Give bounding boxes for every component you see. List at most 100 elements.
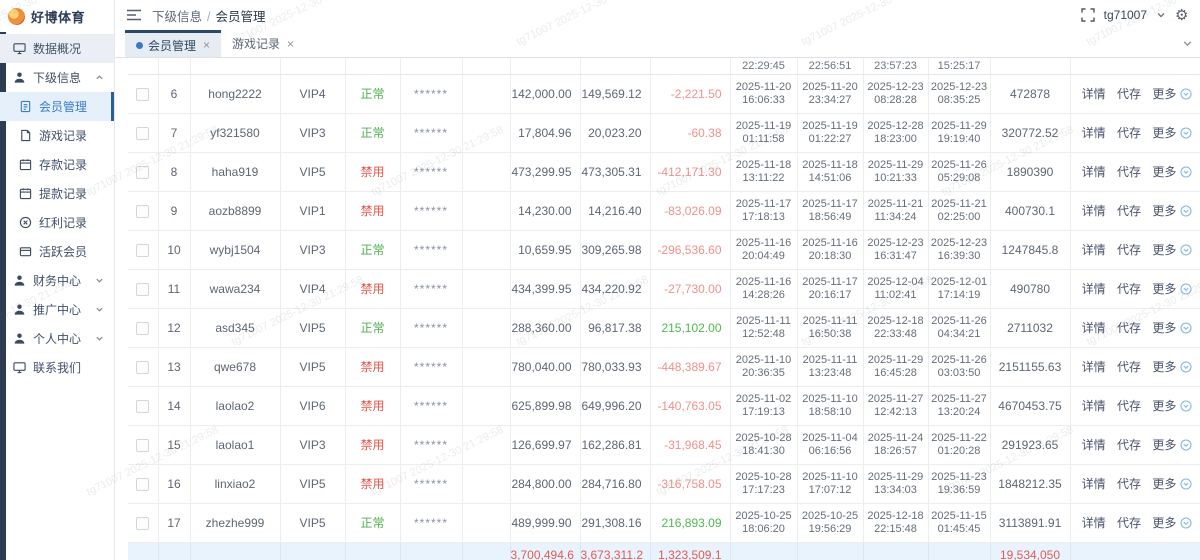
circle-x-icon <box>19 216 32 229</box>
more-circle-chevron-icon[interactable] <box>1180 517 1192 529</box>
more-circle-chevron-icon[interactable] <box>1180 166 1192 178</box>
action-proxy-deposit-link[interactable]: 代存 <box>1116 477 1141 491</box>
sidebar-item-label: 提款记录 <box>39 187 88 201</box>
row-vip-level: VIP5 <box>280 308 346 348</box>
breadcrumb-parent[interactable]: 下级信息 <box>152 9 203 24</box>
row-checkbox[interactable] <box>136 438 150 452</box>
row-bet-amount: 149,569.12 <box>580 74 651 114</box>
row-index: 12 <box>158 308 191 348</box>
row-profit-amount: -140,763.05 <box>650 386 731 426</box>
row-checkbox[interactable] <box>136 360 150 374</box>
more-circle-chevron-icon[interactable] <box>1180 361 1192 373</box>
row-checkbox[interactable] <box>136 282 150 296</box>
collapse-sidebar-icon[interactable] <box>127 9 142 21</box>
action-more-link[interactable]: 更多 <box>1152 438 1177 452</box>
action-proxy-deposit-link[interactable]: 代存 <box>1116 360 1141 374</box>
more-circle-chevron-icon[interactable] <box>1180 439 1192 451</box>
sidebar-item-game-records[interactable]: 游戏记录 <box>0 121 114 150</box>
action-detail-link[interactable]: 详情 <box>1081 360 1106 374</box>
row-code: 400730.1 <box>990 191 1071 231</box>
action-more-link[interactable]: 更多 <box>1152 399 1177 413</box>
sidebar-item-member-management[interactable]: 会员管理 <box>0 92 114 121</box>
action-detail-link[interactable]: 详情 <box>1081 282 1106 296</box>
tab-close-icon[interactable]: × <box>203 38 211 52</box>
action-proxy-deposit-link[interactable]: 代存 <box>1116 165 1141 179</box>
sidebar-item-subordinate-info[interactable]: 下级信息 <box>0 63 114 92</box>
row-checkbox[interactable] <box>136 204 150 218</box>
row-checkbox[interactable] <box>136 321 150 335</box>
action-more-link[interactable]: 更多 <box>1152 477 1177 491</box>
more-circle-chevron-icon[interactable] <box>1180 322 1192 334</box>
action-proxy-deposit-link[interactable]: 代存 <box>1116 438 1141 452</box>
sidebar-item-finance-center[interactable]: 财务中心 <box>0 266 114 295</box>
action-proxy-deposit-link[interactable]: 代存 <box>1116 516 1141 530</box>
action-more-link[interactable]: 更多 <box>1152 243 1177 257</box>
sidebar-item-promotion-center[interactable]: 推广中心 <box>0 295 114 324</box>
action-more-link[interactable]: 更多 <box>1152 87 1177 101</box>
sidebar-item-withdrawal-records[interactable]: 提款记录 <box>0 179 114 208</box>
action-detail-link[interactable]: 详情 <box>1081 321 1106 335</box>
action-detail-link[interactable]: 详情 <box>1081 438 1106 452</box>
user-chevron-down-icon[interactable] <box>1156 10 1166 20</box>
sidebar-item-deposit-records[interactable]: 存款记录 <box>0 150 114 179</box>
action-detail-link[interactable]: 详情 <box>1081 477 1106 491</box>
action-more-link[interactable]: 更多 <box>1152 516 1177 530</box>
summary-code: 19,534,050 <box>990 542 1071 560</box>
action-proxy-deposit-link[interactable]: 代存 <box>1116 87 1141 101</box>
more-circle-chevron-icon[interactable] <box>1180 127 1192 139</box>
gear-icon[interactable]: ⚙ <box>1175 6 1189 24</box>
action-proxy-deposit-link[interactable]: 代存 <box>1116 243 1141 257</box>
action-detail-link[interactable]: 详情 <box>1081 204 1106 218</box>
fullscreen-icon[interactable] <box>1080 8 1095 22</box>
row-date-1: 2025-10-25 18:06:20 <box>730 503 798 543</box>
action-detail-link[interactable]: 详情 <box>1081 516 1106 530</box>
chevron-down-icon <box>96 278 103 283</box>
sidebar-item-bonus-records[interactable]: 红利记录 <box>0 208 114 237</box>
user-icon <box>14 304 25 315</box>
action-detail-link[interactable]: 详情 <box>1081 165 1106 179</box>
row-checkbox[interactable] <box>136 87 150 101</box>
tabs-collapse-chevron-icon[interactable] <box>1182 38 1193 49</box>
sidebar-item-active-members[interactable]: 活跃会员 <box>0 237 114 266</box>
member-table-wrap[interactable]: 22:29:45 22:56:51 23:57:23 15:25:17 6 ho… <box>115 58 1200 560</box>
action-detail-link[interactable]: 详情 <box>1081 126 1106 140</box>
table-row: 10 wybj1504 VIP3 正常 ****** 10,659.95 309… <box>128 230 1200 270</box>
row-checkbox[interactable] <box>136 477 150 491</box>
row-checkbox[interactable] <box>136 165 150 179</box>
row-checkbox[interactable] <box>136 243 150 257</box>
more-circle-chevron-icon[interactable] <box>1180 244 1192 256</box>
action-detail-link[interactable]: 详情 <box>1081 243 1106 257</box>
action-more-link[interactable]: 更多 <box>1152 282 1177 296</box>
sidebar-item-data-overview[interactable]: 数据概况 <box>0 34 114 63</box>
row-empty-cell <box>462 152 511 192</box>
row-date-1: 2025-11-16 14:28:26 <box>730 269 798 309</box>
sidebar-item-contact-us[interactable]: 联系我们 <box>0 353 114 382</box>
action-detail-link[interactable]: 详情 <box>1081 87 1106 101</box>
action-more-link[interactable]: 更多 <box>1152 126 1177 140</box>
action-proxy-deposit-link[interactable]: 代存 <box>1116 321 1141 335</box>
more-circle-chevron-icon[interactable] <box>1180 400 1192 412</box>
action-more-link[interactable]: 更多 <box>1152 360 1177 374</box>
row-index: 11 <box>158 269 191 309</box>
row-checkbox[interactable] <box>136 516 150 530</box>
more-circle-chevron-icon[interactable] <box>1180 283 1192 295</box>
more-circle-chevron-icon[interactable] <box>1180 88 1192 100</box>
action-more-link[interactable]: 更多 <box>1152 204 1177 218</box>
action-more-link[interactable]: 更多 <box>1152 165 1177 179</box>
row-checkbox[interactable] <box>136 399 150 413</box>
sidebar-item-personal-center[interactable]: 个人中心 <box>0 324 114 353</box>
more-circle-chevron-icon[interactable] <box>1180 478 1192 490</box>
row-username: aozb8899 <box>190 191 281 231</box>
action-proxy-deposit-link[interactable]: 代存 <box>1116 399 1141 413</box>
action-more-link[interactable]: 更多 <box>1152 321 1177 335</box>
action-proxy-deposit-link[interactable]: 代存 <box>1116 282 1141 296</box>
username-label[interactable]: tg71007 <box>1103 8 1148 22</box>
action-proxy-deposit-link[interactable]: 代存 <box>1116 204 1141 218</box>
more-circle-chevron-icon[interactable] <box>1180 205 1192 217</box>
action-detail-link[interactable]: 详情 <box>1081 399 1106 413</box>
action-proxy-deposit-link[interactable]: 代存 <box>1116 126 1141 140</box>
tab-member-management[interactable]: 会员管理 × <box>125 30 222 57</box>
row-checkbox[interactable] <box>136 126 150 140</box>
tab-close-icon[interactable]: × <box>287 36 295 51</box>
tab-game-records[interactable]: 游戏记录 × <box>221 30 305 57</box>
